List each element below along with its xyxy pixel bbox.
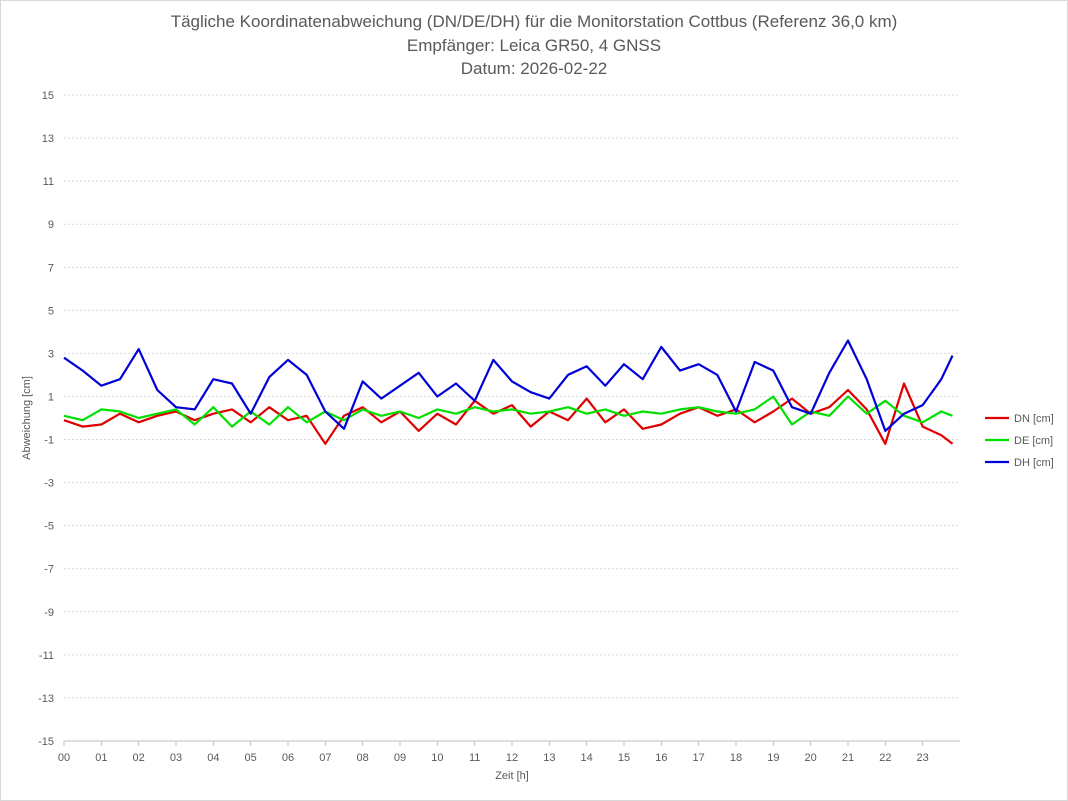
y-tick-label: -1: [44, 435, 54, 447]
chart-subtitle: Empfänger: Leica GR50, 4 GNSS: [406, 36, 662, 55]
x-tick-label: 02: [133, 752, 145, 764]
x-tick-label: 09: [394, 752, 406, 764]
x-tick-label: 15: [618, 752, 630, 764]
x-tick-label: 11: [469, 752, 480, 764]
y-tick-label: 1: [48, 391, 54, 403]
x-tick-label: 06: [282, 752, 294, 764]
x-tick-label: 18: [730, 752, 742, 764]
chart-date: Datum: 2026-02-22: [460, 59, 608, 78]
x-tick-label: 17: [693, 752, 705, 764]
x-tick-label: 04: [207, 752, 219, 764]
y-tick-label: 13: [42, 133, 54, 145]
y-tick-label: 11: [43, 176, 54, 188]
x-tick-label: 03: [170, 752, 182, 764]
x-tick-label: 22: [879, 752, 891, 764]
y-tick-label: -9: [44, 607, 54, 619]
x-tick-label: 12: [506, 752, 518, 764]
y-tick-label: -15: [38, 736, 54, 748]
chart-title: Tägliche Koordinatenabweichung (DN/DE/DH…: [170, 12, 898, 31]
y-tick-label: 7: [48, 262, 54, 274]
y-tick-label: -5: [44, 521, 54, 533]
y-tick-label: -3: [44, 478, 54, 490]
y-tick-label: -13: [38, 693, 54, 705]
x-tick-label: 05: [245, 752, 257, 764]
legend-label-dn: DN [cm]: [1014, 413, 1054, 425]
y-tick-label: 9: [48, 219, 54, 231]
x-axis-label: Zeit [h]: [495, 770, 529, 782]
x-tick-label: 20: [805, 752, 817, 764]
x-tick-label: 19: [767, 752, 779, 764]
grid-lines: [63, 94, 960, 746]
x-axis-tick-labels: 00 01 02 03 04 05 06 07 08 09 10 11 12 13 14 15 16 17 18 19…: [58, 752, 929, 764]
series-line-dh: [63, 339, 954, 432]
x-tick-label: 07: [319, 752, 331, 764]
x-tick-label: 10: [431, 752, 443, 764]
y-axis-tick-labels: 15 13 11 9 7 5 3 1 -1 -3 -5 -7 -9 -11 -13 -15: [38, 90, 54, 748]
y-tick-label: -11: [39, 650, 54, 662]
x-tick-label: 00: [58, 752, 70, 764]
series-lines: [63, 339, 954, 445]
x-tick-label: 23: [917, 752, 929, 764]
x-tick-label: 16: [655, 752, 667, 764]
legend: DN [cm] DE [cm] DH [cm]: [985, 413, 1054, 469]
x-tick-label: 08: [357, 752, 369, 764]
legend-label-dh: DH [cm]: [1014, 457, 1054, 469]
y-tick-label: 5: [48, 305, 54, 317]
x-tick-label: 14: [581, 752, 593, 764]
x-tick-label: 13: [543, 752, 555, 764]
y-tick-label: -7: [44, 564, 54, 576]
x-tick-label: 21: [842, 752, 854, 764]
y-axis-label: Abweichung [cm]: [21, 376, 33, 460]
x-tick-label: 01: [95, 752, 107, 764]
legend-label-de: DE [cm]: [1014, 435, 1053, 447]
y-tick-label: 15: [42, 90, 54, 102]
y-tick-label: 3: [48, 348, 54, 360]
